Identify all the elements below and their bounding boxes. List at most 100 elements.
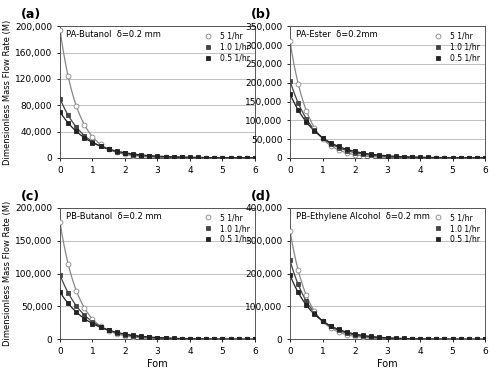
- 5 1/hr: [106, 329, 112, 333]
- 5 1/hr: [442, 156, 448, 160]
- 5 1/hr: [312, 126, 318, 130]
- 1.0 1/hr: [336, 146, 342, 150]
- 0.5 1/hr: [203, 155, 209, 160]
- 5 1/hr: [409, 155, 415, 160]
- 5 1/hr: [392, 337, 398, 341]
- 0.5 1/hr: [73, 310, 79, 314]
- 5 1/hr: [336, 148, 342, 152]
- 1.0 1/hr: [295, 101, 301, 105]
- Line: 0.5 1/hr: 0.5 1/hr: [288, 273, 488, 342]
- 5 1/hr: [73, 288, 79, 293]
- 0.5 1/hr: [252, 156, 258, 160]
- 1.0 1/hr: [376, 336, 382, 340]
- 0.5 1/hr: [106, 147, 112, 151]
- 5 1/hr: [376, 155, 382, 159]
- Y-axis label: Dimensionless Mass Flow Rate (M): Dimensionless Mass Flow Rate (M): [4, 201, 13, 346]
- 1.0 1/hr: [417, 337, 423, 341]
- Legend: 5 1/hr, 1.0 1/hr, 0.5 1/hr: 5 1/hr, 1.0 1/hr, 0.5 1/hr: [428, 30, 481, 64]
- 5 1/hr: [65, 74, 71, 78]
- 1.0 1/hr: [98, 324, 103, 329]
- 5 1/hr: [352, 334, 358, 339]
- 5 1/hr: [384, 337, 390, 341]
- 5 1/hr: [352, 152, 358, 157]
- 5 1/hr: [122, 152, 128, 156]
- 5 1/hr: [195, 156, 201, 160]
- 1.0 1/hr: [442, 155, 448, 160]
- 1.0 1/hr: [195, 337, 201, 341]
- 5 1/hr: [73, 103, 79, 108]
- 1.0 1/hr: [312, 310, 318, 315]
- 5 1/hr: [212, 337, 218, 342]
- 5 1/hr: [417, 337, 423, 342]
- 1.0 1/hr: [409, 155, 415, 159]
- 1.0 1/hr: [482, 156, 488, 160]
- 0.5 1/hr: [320, 319, 326, 323]
- 1.0 1/hr: [114, 330, 120, 335]
- 0.5 1/hr: [65, 121, 71, 125]
- 1.0 1/hr: [425, 337, 431, 342]
- 0.5 1/hr: [236, 337, 242, 342]
- 0.5 1/hr: [146, 335, 152, 339]
- Text: PA-Ester  δ=0.2mm: PA-Ester δ=0.2mm: [296, 30, 378, 39]
- 5 1/hr: [187, 337, 193, 342]
- 0.5 1/hr: [154, 335, 160, 340]
- 5 1/hr: [179, 337, 185, 342]
- 1.0 1/hr: [73, 303, 79, 308]
- 1.0 1/hr: [466, 337, 472, 342]
- 5 1/hr: [360, 153, 366, 158]
- 1.0 1/hr: [146, 335, 152, 340]
- 5 1/hr: [252, 337, 258, 342]
- 0.5 1/hr: [320, 135, 326, 140]
- 1.0 1/hr: [466, 156, 472, 160]
- 1.0 1/hr: [236, 156, 242, 160]
- 5 1/hr: [162, 155, 168, 160]
- 1.0 1/hr: [304, 299, 310, 303]
- 1.0 1/hr: [154, 336, 160, 340]
- 1.0 1/hr: [195, 155, 201, 160]
- 0.5 1/hr: [352, 149, 358, 154]
- 5 1/hr: [360, 335, 366, 340]
- 1.0 1/hr: [336, 328, 342, 333]
- 1.0 1/hr: [392, 336, 398, 341]
- Line: 0.5 1/hr: 0.5 1/hr: [58, 109, 258, 160]
- 1.0 1/hr: [138, 153, 144, 158]
- 1.0 1/hr: [179, 155, 185, 160]
- 1.0 1/hr: [328, 141, 334, 146]
- 5 1/hr: [228, 156, 234, 160]
- 0.5 1/hr: [228, 155, 234, 160]
- 0.5 1/hr: [82, 316, 87, 321]
- 1.0 1/hr: [344, 331, 350, 335]
- 5 1/hr: [57, 28, 63, 32]
- 0.5 1/hr: [57, 110, 63, 114]
- 5 1/hr: [82, 123, 87, 127]
- 0.5 1/hr: [170, 155, 176, 159]
- Legend: 5 1/hr, 1.0 1/hr, 0.5 1/hr: 5 1/hr, 1.0 1/hr, 0.5 1/hr: [198, 30, 251, 64]
- 5 1/hr: [244, 337, 250, 342]
- 1.0 1/hr: [304, 116, 310, 121]
- Line: 0.5 1/hr: 0.5 1/hr: [58, 290, 258, 342]
- 0.5 1/hr: [114, 330, 120, 335]
- 1.0 1/hr: [244, 337, 250, 342]
- 0.5 1/hr: [352, 332, 358, 336]
- 5 1/hr: [304, 293, 310, 297]
- 5 1/hr: [138, 154, 144, 159]
- Legend: 5 1/hr, 1.0 1/hr, 0.5 1/hr: 5 1/hr, 1.0 1/hr, 0.5 1/hr: [428, 211, 481, 245]
- 1.0 1/hr: [220, 156, 226, 160]
- Text: (c): (c): [21, 190, 40, 202]
- 5 1/hr: [287, 39, 293, 44]
- 5 1/hr: [450, 156, 456, 160]
- 0.5 1/hr: [474, 156, 480, 160]
- 5 1/hr: [203, 337, 209, 342]
- 5 1/hr: [220, 156, 226, 160]
- 0.5 1/hr: [304, 120, 310, 124]
- 5 1/hr: [466, 337, 472, 342]
- 0.5 1/hr: [360, 151, 366, 155]
- 0.5 1/hr: [336, 327, 342, 332]
- 0.5 1/hr: [482, 156, 488, 160]
- 0.5 1/hr: [392, 336, 398, 340]
- 1.0 1/hr: [458, 156, 464, 160]
- 0.5 1/hr: [195, 155, 201, 160]
- 0.5 1/hr: [106, 328, 112, 333]
- 5 1/hr: [195, 337, 201, 342]
- 1.0 1/hr: [90, 139, 96, 144]
